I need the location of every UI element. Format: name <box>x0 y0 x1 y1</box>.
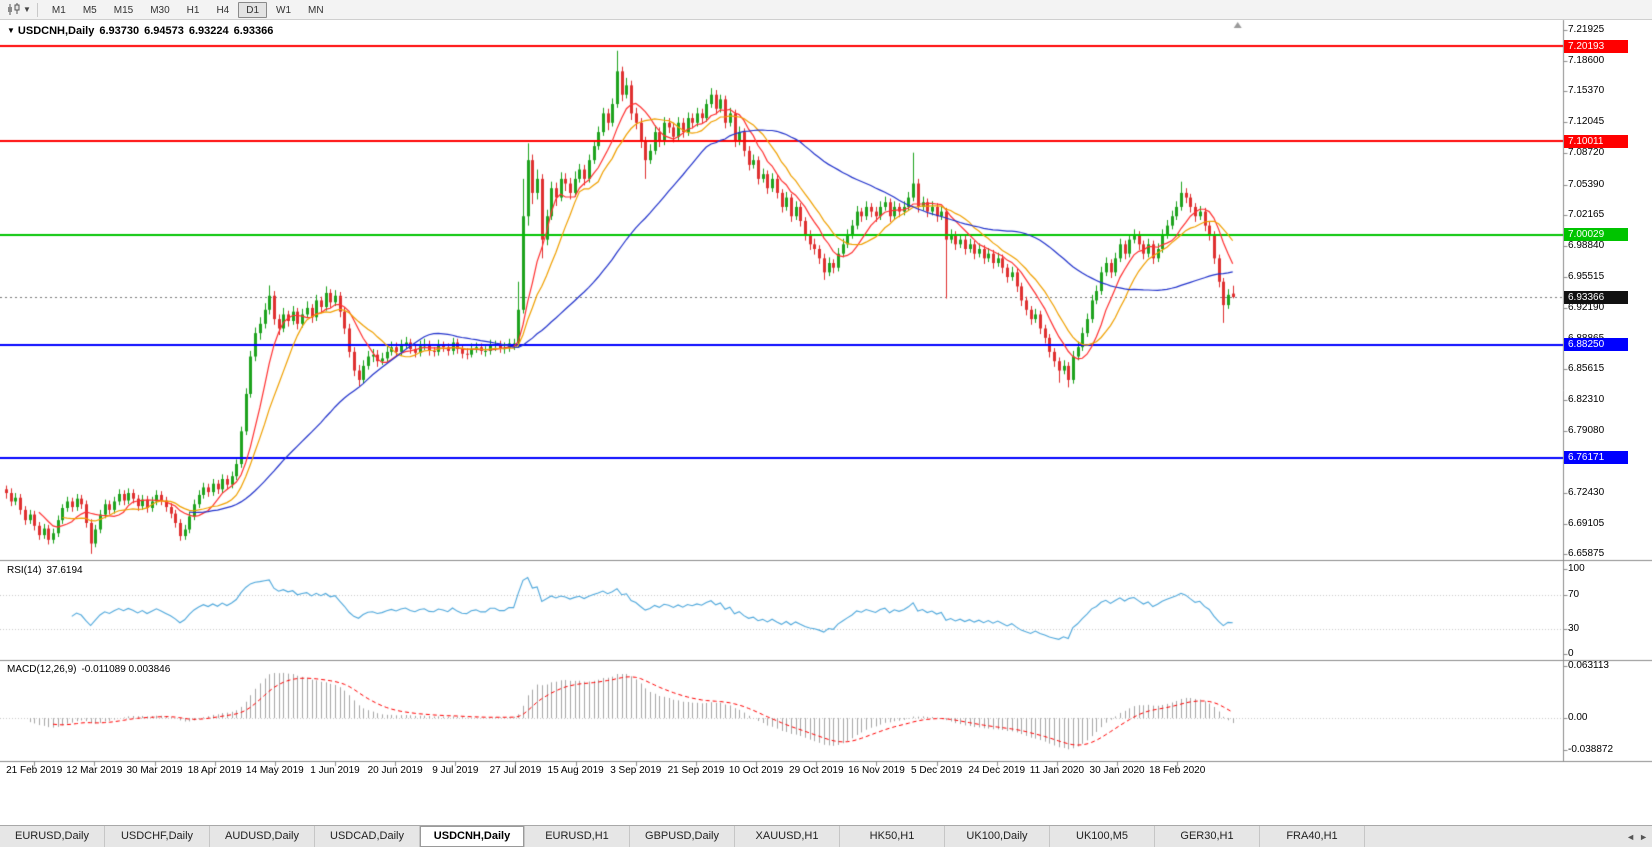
timeframe-button-MN[interactable]: MN <box>308 4 324 16</box>
timeframe-button-M30[interactable]: M30 <box>150 4 170 16</box>
price-tick-label: 7.08720 <box>1568 147 1605 159</box>
price-tick-label: 6.92190 <box>1568 302 1605 313</box>
date-axis-label: 21 Sep 2019 <box>667 765 725 776</box>
timeframe-button-M1[interactable]: M1 <box>51 4 66 16</box>
macd-name: MACD(12,26,9) <box>7 664 77 675</box>
date-axis-label: 29 Oct 2019 <box>789 765 844 776</box>
price-tick-label: 6.85615 <box>1568 363 1605 375</box>
chart-tab-gbpusd-daily[interactable]: GBPUSD,Daily <box>630 826 735 847</box>
chart-tab-usdchf-daily[interactable]: USDCHF,Daily <box>105 826 210 847</box>
timeframe-button-H1[interactable]: H1 <box>186 4 200 16</box>
date-axis-label: 20 Jun 2019 <box>367 765 423 776</box>
rsi-value: 37.6194 <box>46 565 83 576</box>
price-tick-label: 7.05390 <box>1568 178 1605 190</box>
chart-tab-usdcnh-daily[interactable]: USDCNH,Daily <box>420 826 525 847</box>
price-tick-label: 6.98840 <box>1568 239 1605 251</box>
chart-title: ▼ USDCNH,Daily 6.93730 6.94573 6.93224 6.9336… <box>7 25 278 37</box>
low-value: 6.93224 <box>188 25 229 37</box>
tab-scroll-left-icon[interactable]: ◄ <box>1626 831 1636 842</box>
date-axis-label: 24 Dec 2019 <box>968 765 1026 776</box>
close-value: 6.93366 <box>233 25 274 37</box>
chart-tab-ger30-h1[interactable]: GER30,H1 <box>1155 826 1260 847</box>
timeframe-buttons: M1 M5 M15 M30 H1 H4 D1 W1 MN <box>44 1 332 18</box>
timeframe-button-M5[interactable]: M5 <box>82 4 97 16</box>
rsi-tick-label: 0 <box>1568 648 1574 659</box>
price-tick-label: 6.82310 <box>1568 394 1605 406</box>
tab-scroll-right-icon[interactable]: ► <box>1639 831 1648 842</box>
rsi-name: RSI(14) <box>7 565 42 576</box>
macd-value: -0.011089 0.003846 <box>81 664 171 675</box>
price-tick-label: 6.95515 <box>1568 270 1605 282</box>
chevron-down-icon: ▼ <box>23 4 31 14</box>
date-axis-label: 14 May 2019 <box>245 765 304 776</box>
toolbar-separator <box>36 2 38 17</box>
current-price-badge: 6.93366 <box>1564 290 1628 304</box>
date-axis-label: 16 Nov 2019 <box>848 765 905 776</box>
chart-tab-eurusd-h1[interactable]: EURUSD,H1 <box>525 826 630 847</box>
chart-type-button[interactable]: ▼ <box>4 3 33 16</box>
date-axis-label: 18 Apr 2019 <box>187 765 242 776</box>
date-axis-label: 30 Jan 2020 <box>1089 765 1145 776</box>
price-tick-label: 7.12045 <box>1568 116 1605 128</box>
price-level-badge: 7.00029 <box>1564 228 1628 242</box>
date-axis-label: 15 Aug 2019 <box>547 765 604 776</box>
date-axis-label: 3 Sep 2019 <box>610 765 662 776</box>
chart-tabs-bar: EURUSD,Daily USDCHF,Daily AUDUSD,Daily USDC… <box>0 825 1652 847</box>
price-tick-label: 6.65875 <box>1568 548 1605 560</box>
date-axis-label: 9 Jul 2019 <box>432 765 479 776</box>
chart-tab-uk100-m5[interactable]: UK100,M5 <box>1050 826 1155 847</box>
timeframe-button-W1[interactable]: W1 <box>276 4 292 16</box>
high-value: 6.94573 <box>144 25 184 37</box>
tab-scroll-arrows: ◄ ► <box>1626 826 1652 847</box>
price-tick-label: 7.02165 <box>1568 208 1605 220</box>
macd-tick-label: -0.038872 <box>1568 744 1614 756</box>
date-axis-label: 11 Jan 2020 <box>1029 765 1085 776</box>
chart-tab-uk100-daily[interactable]: UK100,Daily <box>945 826 1050 847</box>
chart-tab-usdcad-daily[interactable]: USDCAD,Daily <box>315 826 420 847</box>
price-tick-label: 7.21925 <box>1568 23 1605 35</box>
chart-tab-fra40-h1[interactable]: FRA40,H1 <box>1260 826 1365 847</box>
macd-label: MACD(12,26,9) -0.011089 0.003846 <box>7 664 175 675</box>
rsi-label: RSI(14) 37.6194 <box>7 565 88 576</box>
date-axis-label: 27 Jul 2019 <box>489 765 542 776</box>
symbol-label: USDCNH,Daily <box>17 25 95 37</box>
date-axis-label: 30 Mar 2019 <box>126 765 183 776</box>
timeframe-button-M15[interactable]: M15 <box>113 4 134 16</box>
price-tick-label: 7.15370 <box>1568 85 1605 97</box>
price-tick-label: 6.72430 <box>1568 486 1605 498</box>
timeframe-button-H4[interactable]: H4 <box>216 4 230 16</box>
chart-tab-hk50-h1[interactable]: HK50,H1 <box>840 826 945 847</box>
date-axis-label: 10 Oct 2019 <box>728 765 784 776</box>
date-axis-label: 12 Mar 2019 <box>66 765 123 776</box>
price-tick-label: 7.18600 <box>1568 55 1605 67</box>
rsi-tick-label: 30 <box>1568 622 1580 634</box>
price-tick-label: 6.69105 <box>1568 517 1605 529</box>
price-level-badge: 7.10011 <box>1564 134 1628 148</box>
chart-tab-xauusd-h1[interactable]: XAUUSD,H1 <box>735 826 840 847</box>
date-axis-label: 18 Feb 2020 <box>1149 765 1206 776</box>
candlestick-chart-icon <box>8 3 20 15</box>
price-tick-label: 6.79080 <box>1568 424 1605 436</box>
symbol-triangle-icon: ▼ <box>7 26 15 35</box>
rsi-tick-label: 70 <box>1568 588 1580 600</box>
rsi-tick-label: 100 <box>1568 563 1585 574</box>
timeframe-toolbar: ▼ M1 M5 M15 M30 H1 H4 D1 W1 MN <box>0 0 1652 20</box>
open-value: 6.93730 <box>99 25 140 37</box>
price-level-badge: 6.88250 <box>1564 338 1628 352</box>
date-axis-label: 5 Dec 2019 <box>911 765 963 776</box>
price-level-badge: 6.76171 <box>1564 451 1628 465</box>
chart-tab-eurusd-daily[interactable]: EURUSD,Daily <box>0 826 105 847</box>
date-axis-label: 21 Feb 2019 <box>6 765 63 776</box>
price-level-badge: 7.20193 <box>1564 39 1628 53</box>
date-axis-label: 1 Jun 2019 <box>310 765 360 776</box>
macd-tick-label: 0.00 <box>1568 712 1588 724</box>
timeframe-button-D1[interactable]: D1 <box>238 1 268 18</box>
macd-tick-label: 0.063113 <box>1568 659 1609 671</box>
chart-tab-audusd-daily[interactable]: AUDUSD,Daily <box>210 826 315 847</box>
